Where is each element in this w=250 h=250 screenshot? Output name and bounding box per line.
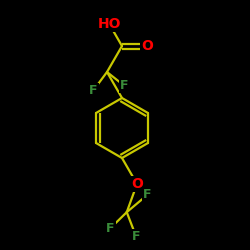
Text: O: O <box>142 39 154 53</box>
Text: F: F <box>120 79 128 92</box>
Text: HO: HO <box>98 17 121 31</box>
Text: F: F <box>89 84 98 97</box>
Text: O: O <box>131 177 143 191</box>
Text: F: F <box>106 222 114 235</box>
Text: F: F <box>143 188 152 201</box>
Text: F: F <box>132 230 140 243</box>
